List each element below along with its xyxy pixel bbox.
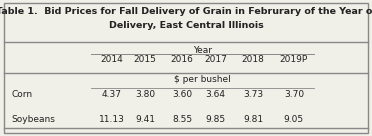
Text: 2019P: 2019P	[280, 55, 308, 64]
FancyBboxPatch shape	[4, 3, 368, 133]
Text: 2018: 2018	[241, 55, 264, 64]
Text: 4.37: 4.37	[102, 90, 122, 99]
Text: Corn: Corn	[11, 90, 32, 99]
Text: 2015: 2015	[134, 55, 157, 64]
Text: Delivery, East Central Illinois: Delivery, East Central Illinois	[109, 21, 263, 30]
Text: 3.60: 3.60	[172, 90, 192, 99]
Text: $ per bushel: $ per bushel	[174, 75, 231, 84]
Text: Year: Year	[193, 46, 212, 55]
Text: 2017: 2017	[204, 55, 227, 64]
Text: 3.73: 3.73	[243, 90, 263, 99]
Text: 2014: 2014	[100, 55, 123, 64]
Text: 3.70: 3.70	[284, 90, 304, 99]
Text: 2016: 2016	[171, 55, 194, 64]
Text: 9.85: 9.85	[206, 115, 226, 124]
Text: 9.05: 9.05	[284, 115, 304, 124]
Text: 9.81: 9.81	[243, 115, 263, 124]
Text: 3.64: 3.64	[206, 90, 226, 99]
Text: Table 1.  Bid Prices for Fall Delivery of Grain in Februrary of the Year of: Table 1. Bid Prices for Fall Delivery of…	[0, 7, 372, 16]
Text: 11.13: 11.13	[99, 115, 125, 124]
Text: 3.80: 3.80	[135, 90, 155, 99]
Text: Soybeans: Soybeans	[11, 115, 55, 124]
Text: 8.55: 8.55	[172, 115, 192, 124]
Text: 9.41: 9.41	[135, 115, 155, 124]
